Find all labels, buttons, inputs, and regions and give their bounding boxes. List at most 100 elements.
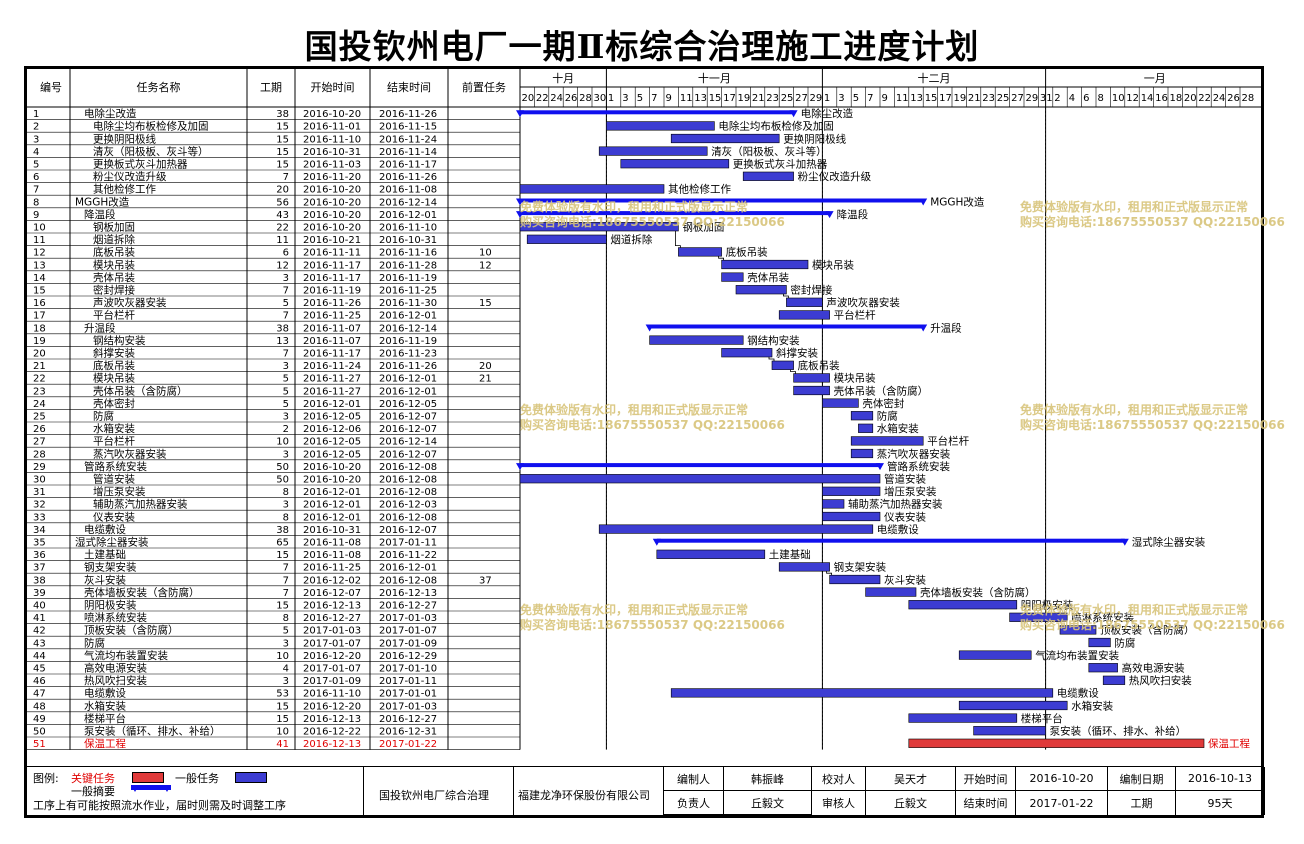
task-duration: 15 [276,134,289,145]
task-bar [908,600,1018,610]
task-bar [822,499,845,509]
day-tick-label: 17 [939,93,952,104]
bar-label: 其他检修工作 [668,183,731,196]
task-id: 25 [33,412,46,423]
day-tick-label: 19 [738,93,751,104]
bar-label: 楼梯平台 [1021,712,1063,725]
task-duration: 6 [283,248,289,259]
task-bar [1088,663,1118,673]
bar-label: 模块吊装 [812,258,854,271]
task-duration: 20 [276,185,289,196]
task-start: 2016-12-01 [303,512,361,523]
task-end: 2017-01-03 [379,613,437,624]
task-duration: 15 [276,122,289,133]
footer-cell-owner-label: 负责人 [664,791,724,815]
footer-cell-checker-name: 吴天才 [866,767,956,791]
day-tick-label: 1 [824,93,830,104]
day-tick-label: 15 [709,93,722,104]
column-header: 编号 [40,80,62,94]
task-bar [670,133,780,144]
task-start: 2016-10-20 [303,462,361,473]
day-tick-label: 7 [867,93,873,104]
task-id: 33 [33,512,46,523]
task-id: 28 [33,449,46,460]
column-header: 开始时间 [311,80,355,94]
task-end: 2016-12-03 [379,500,437,511]
task-end: 2016-12-27 [379,601,437,612]
day-tick-label: 6 [1083,93,1089,104]
bar-label: 泵安装（循环、排水、补给） [1050,725,1187,738]
bar-label: 蒸汽吹灰器安装 [877,447,951,460]
task-end: 2016-12-14 [379,197,437,208]
task-start: 2017-01-09 [303,676,361,687]
footer-cell-compiler-label: 编制人 [664,767,724,791]
task-name: 电除尘均布板检修及加固 [93,120,209,133]
task-predecessor: 12 [479,260,492,271]
task-end: 2016-12-05 [379,399,437,410]
task-duration: 10 [276,437,289,448]
dependency-line [675,231,681,248]
task-id: 49 [33,714,46,725]
day-tick-label: 25 [997,93,1010,104]
task-name: 斜撑安装 [93,347,135,360]
task-bar [822,398,859,408]
task-name: 电缆敷设 [84,687,126,700]
day-tick-label: 13 [910,93,923,104]
task-end: 2016-12-08 [379,575,437,586]
task-start: 2016-10-31 [303,147,361,158]
task-name: 其他检修工作 [93,183,156,196]
bar-label: 管路系统安装 [887,460,950,473]
task-start: 2016-11-17 [303,260,361,271]
task-name: 防腐 [93,410,114,423]
task-duration: 3 [283,676,289,687]
bar-label: 阴阳极安装 [1021,599,1074,612]
task-start: 2016-11-24 [303,361,361,372]
summary-bar [649,324,924,329]
dependency-line [790,369,796,374]
task-bar [1009,612,1068,622]
task-id: 48 [33,701,46,712]
bar-label: 仪表安装 [884,510,926,523]
footer-cell-owner-name: 丘毅文 [724,791,812,815]
task-id: 41 [33,613,46,624]
task-id: 1 [33,109,39,120]
task-bar [519,222,679,232]
task-end: 2016-12-07 [379,525,437,536]
footer-cell-reviewer-label: 审核人 [812,791,866,815]
bar-label: 电缆敷设 [877,523,919,536]
task-bar [958,700,1068,711]
task-start: 2016-12-05 [303,449,361,460]
footer-cell-duration-value: 95天 [1176,791,1265,815]
day-tick-label: 18 [1170,93,1183,104]
summary-bar-start [645,324,654,332]
bar-label: 更换板式灰斗加热器 [733,158,828,171]
bar-label: 灰斗安装 [884,573,926,586]
task-end: 2017-01-01 [379,689,437,700]
task-id: 50 [33,727,46,738]
footer-cell-end-date: 2017-01-22 [1016,791,1108,815]
task-name: 防腐 [84,636,105,649]
task-duration: 7 [283,588,289,599]
task-start: 2016-10-20 [303,223,361,234]
bar-label: 电缆敷设 [1057,687,1099,700]
day-tick-label: 11 [680,93,693,104]
task-name: 水箱安装 [93,422,135,435]
task-start: 2016-10-20 [303,197,361,208]
task-bar [850,411,874,421]
task-bar [822,486,881,496]
task-name: 电除尘改造 [84,107,137,120]
bar-label: 湿式除尘器安装 [1132,536,1206,549]
task-duration: 15 [276,701,289,712]
task-duration: 15 [276,147,289,158]
task-bar [606,121,715,131]
task-name: 壳体吊装（含防腐） [93,384,188,397]
task-name: 模块吊装 [93,372,135,385]
task-duration: 15 [276,714,289,725]
task-start: 2016-12-01 [303,399,361,410]
task-end: 2016-11-30 [379,298,437,309]
day-tick-label: 15 [925,93,938,104]
watermark: 免费体验版有水印，租用和正式版显示正常 购买咨询电话:18675550537 QQ… [520,403,785,432]
task-duration: 38 [276,109,289,120]
task-duration: 7 [283,172,289,183]
task-name: 声波吹灰器安装 [93,296,167,309]
